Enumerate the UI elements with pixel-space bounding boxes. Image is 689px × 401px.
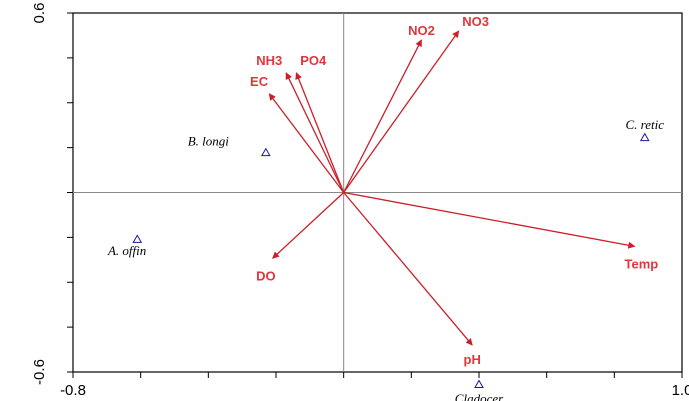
vector-arrow-nh3	[285, 72, 345, 193]
axis-tick-labels: -0.8 1.0 0.6 -0.6	[31, 3, 689, 399]
vector-arrow-do	[272, 192, 345, 259]
species-label-a-offin: A. offin	[107, 243, 146, 258]
species-points: B. longi A. offin C. retic Cladocer	[107, 117, 664, 401]
x-tick-label: 1.0	[672, 382, 689, 399]
vector-arrow-no3	[343, 30, 460, 193]
species-label-b-longi: B. longi	[188, 134, 230, 149]
species-marker-c-retic	[639, 132, 650, 142]
vector-label-ph: pH	[464, 352, 481, 367]
vector-arrow-ec	[268, 93, 345, 193]
vector-arrow-no2	[343, 39, 423, 193]
vector-label-do: DO	[256, 268, 276, 283]
species-marker-cladocer	[474, 379, 484, 388]
vector-label-po4: PO4	[300, 53, 327, 68]
y-tick-label: -0.6	[31, 359, 48, 385]
vector-arrow-temp	[343, 191, 636, 249]
axis-ticks	[67, 12, 683, 378]
vector-arrow-po4	[295, 72, 345, 193]
vector-label-temp: Temp	[625, 256, 659, 271]
species-label-cladocer: Cladocer	[455, 391, 504, 401]
environmental-vectors: NO2 NO3 NH3 PO4 EC DO Temp pH	[250, 14, 658, 367]
x-tick-label: -0.8	[60, 382, 86, 399]
y-tick-label: 0.6	[31, 3, 48, 24]
vector-arrow-ph	[343, 192, 473, 346]
vector-label-nh3: NH3	[256, 53, 282, 68]
vector-label-no2: NO2	[408, 23, 435, 38]
species-label-c-retic: C. retic	[626, 117, 665, 132]
vector-label-ec: EC	[250, 74, 269, 89]
species-marker-a-offin	[132, 234, 143, 243]
vector-label-no3: NO3	[462, 14, 489, 29]
species-marker-b-longi	[260, 147, 271, 157]
